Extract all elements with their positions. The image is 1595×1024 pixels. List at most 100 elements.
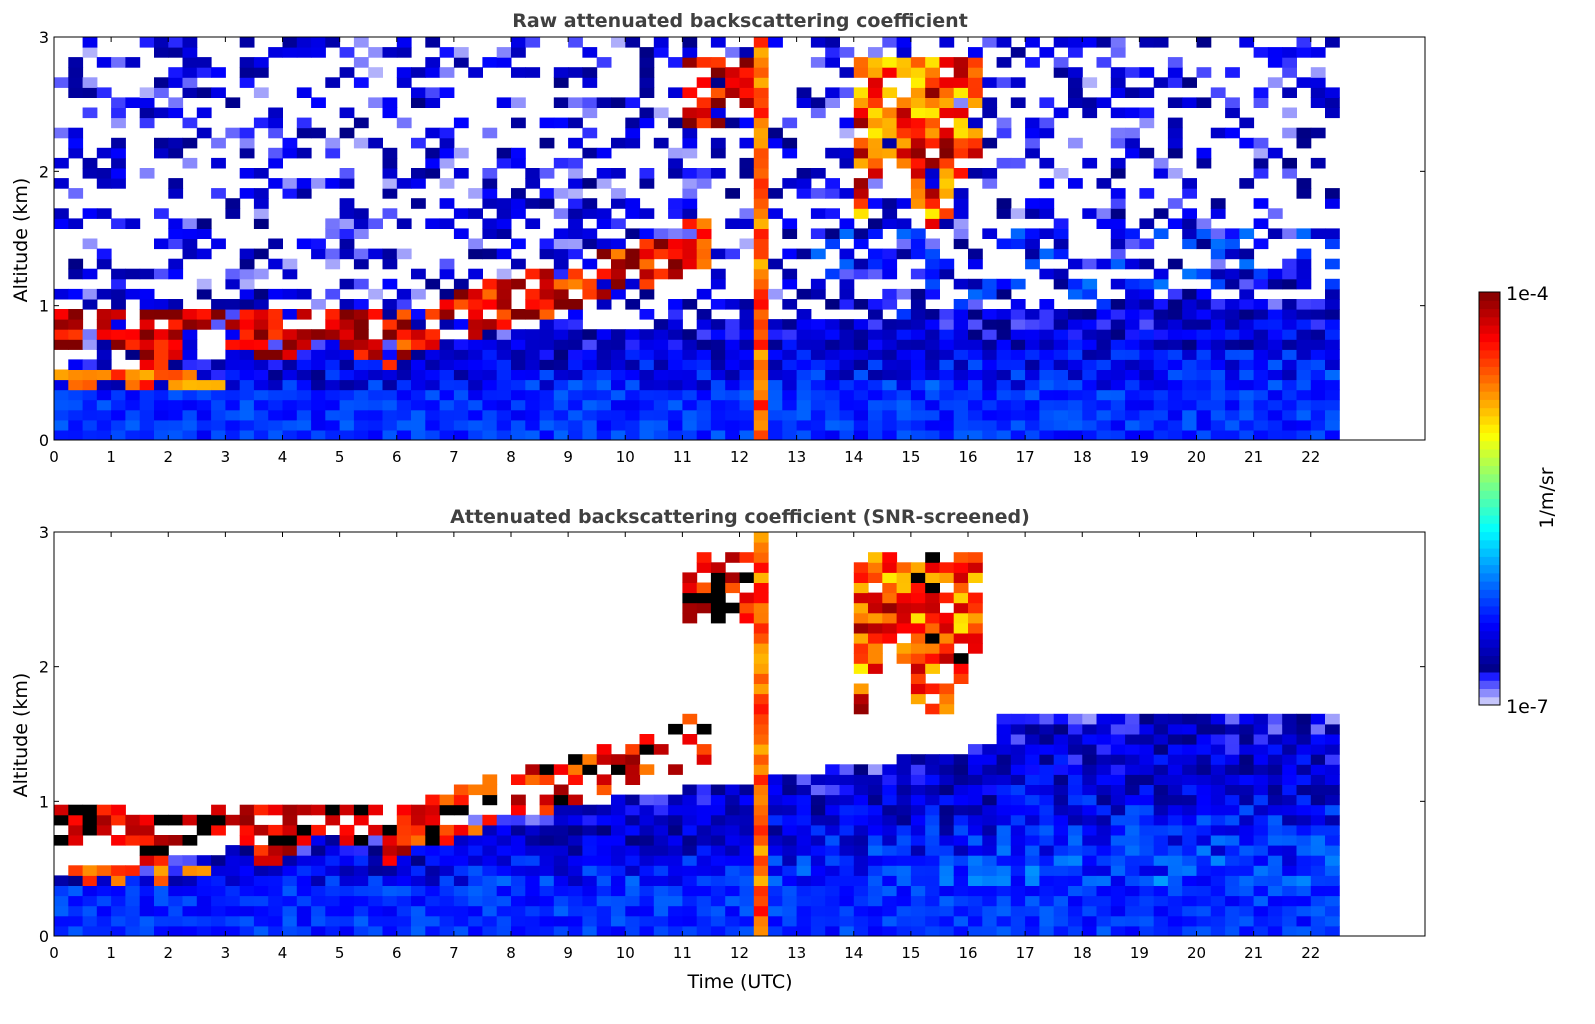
- heatmap-cell: [668, 319, 683, 330]
- heatmap-cell: [368, 895, 383, 907]
- heatmap-cell: [782, 319, 798, 330]
- heatmap-cell: [196, 814, 212, 826]
- heatmap-cell: [853, 57, 869, 68]
- heatmap-cell: [468, 288, 483, 300]
- heatmap-cell: [696, 419, 712, 431]
- heatmap-cell: [696, 925, 712, 937]
- heatmap-cell: [910, 895, 926, 907]
- heatmap-cell: [1153, 774, 1169, 785]
- colorbar-segment: [1479, 482, 1500, 491]
- heatmap-cell: [853, 925, 869, 937]
- heatmap-cell: [1039, 157, 1055, 169]
- heatmap-cell: [1196, 157, 1212, 169]
- heatmap-cell: [182, 895, 198, 907]
- heatmap-cell: [1182, 208, 1197, 219]
- heatmap-cell: [1182, 319, 1197, 330]
- heatmap-cell: [325, 178, 341, 189]
- heatmap-cell: [825, 238, 840, 250]
- heatmap-cell: [325, 409, 341, 421]
- colorbar-segment: [1479, 374, 1500, 384]
- heatmap-cell: [1310, 713, 1326, 725]
- heatmap-cell: [368, 288, 383, 300]
- heatmap-cell: [582, 389, 598, 401]
- heatmap-cell: [339, 178, 355, 189]
- heatmap-cell: [482, 905, 498, 917]
- heatmap-cell: [910, 137, 926, 149]
- heatmap-cell: [710, 804, 726, 816]
- heatmap-cell: [453, 57, 469, 68]
- heatmap-cell: [353, 845, 369, 856]
- heatmap-cell: [625, 228, 641, 239]
- heatmap-cell: [96, 329, 112, 340]
- heatmap-cell: [54, 399, 69, 411]
- heatmap-cell: [68, 57, 84, 68]
- heatmap-cell: [896, 67, 912, 78]
- heatmap-cell: [968, 814, 983, 826]
- heatmap-cell: [953, 319, 969, 330]
- heatmap-cell: [753, 754, 769, 765]
- heatmap-cell: [910, 653, 926, 664]
- heatmap-cell: [296, 339, 312, 350]
- heatmap-cell: [1253, 925, 1269, 937]
- heatmap-cell: [1139, 329, 1155, 340]
- heatmap-cell: [1068, 915, 1083, 927]
- heatmap-cell: [982, 429, 998, 441]
- heatmap-cell: [568, 814, 583, 826]
- heatmap-cell: [296, 288, 312, 300]
- heatmap-cell: [1296, 379, 1312, 391]
- heatmap-cell: [296, 329, 312, 340]
- heatmap-cell: [368, 885, 383, 897]
- heatmap-cell: [939, 653, 955, 664]
- heatmap-cell: [154, 409, 169, 421]
- heatmap-cell: [982, 419, 998, 431]
- heatmap-cell: [753, 248, 769, 260]
- heatmap-cell: [1010, 238, 1026, 250]
- heatmap-cell: [668, 359, 683, 370]
- heatmap-cell: [1196, 268, 1212, 280]
- heatmap-cell: [639, 359, 655, 370]
- heatmap-cell: [939, 339, 955, 350]
- heatmap-cell: [268, 288, 283, 300]
- heatmap-cell: [1310, 744, 1326, 755]
- heatmap-cell: [996, 845, 1012, 856]
- heatmap-cell: [1068, 399, 1083, 411]
- heatmap-cell: [639, 369, 655, 381]
- y-tick-label: 1: [39, 792, 49, 811]
- heatmap-cell: [1282, 835, 1297, 846]
- heatmap-cell: [925, 612, 940, 624]
- heatmap-cell: [1153, 309, 1169, 320]
- heatmap-cell: [982, 137, 998, 149]
- heatmap-cell: [353, 248, 369, 260]
- heatmap-cell: [468, 875, 483, 886]
- heatmap-cell: [468, 369, 483, 381]
- heatmap-cell: [253, 824, 269, 836]
- heatmap-cell: [753, 299, 769, 310]
- heatmap-cell: [1182, 359, 1197, 370]
- heatmap-cell: [282, 915, 298, 927]
- heatmap-cell: [168, 107, 184, 119]
- heatmap-cell: [54, 329, 69, 340]
- heatmap-cell: [1167, 794, 1183, 806]
- heatmap-cell: [1267, 744, 1283, 755]
- heatmap-cell: [239, 905, 255, 917]
- heatmap-cell: [439, 268, 455, 280]
- heatmap-cell: [482, 824, 498, 836]
- heatmap-cell: [1010, 359, 1026, 370]
- heatmap-cell: [282, 37, 298, 48]
- heatmap-cell: [839, 319, 855, 330]
- heatmap-cell: [511, 37, 526, 48]
- heatmap-cell: [111, 329, 126, 340]
- heatmap-cell: [453, 278, 469, 290]
- heatmap-cell: [125, 895, 141, 907]
- heatmap-cell: [810, 248, 826, 260]
- heatmap-cell: [396, 895, 412, 907]
- heatmap-cell: [411, 429, 426, 441]
- heatmap-cell: [696, 97, 712, 108]
- heatmap-cell: [553, 399, 569, 411]
- heatmap-cell: [96, 339, 112, 350]
- heatmap-cell: [839, 389, 855, 401]
- heatmap-cell: [553, 804, 569, 816]
- heatmap-cell: [1225, 419, 1240, 431]
- heatmap-cell: [1325, 814, 1340, 826]
